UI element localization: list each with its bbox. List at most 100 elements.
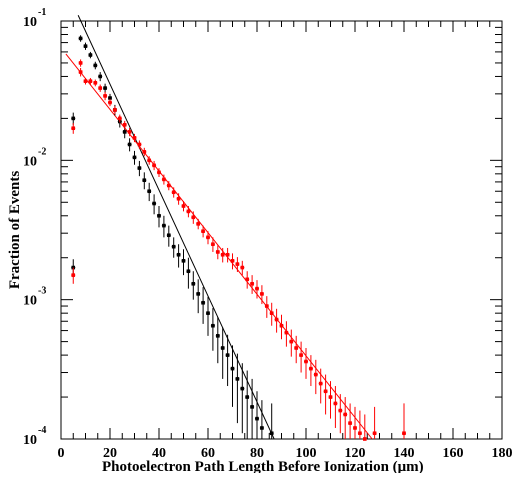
y-tick-exponent: -2 xyxy=(38,146,46,157)
data-point xyxy=(88,53,93,57)
x-tick-label: 180 xyxy=(492,446,513,461)
data-point xyxy=(265,304,269,308)
data-point xyxy=(220,346,225,350)
data-point xyxy=(186,269,191,274)
data-point xyxy=(108,100,112,105)
x-tick-label: 160 xyxy=(443,446,464,461)
data-point xyxy=(358,431,362,436)
data-point xyxy=(216,250,220,254)
x-tick-label: 100 xyxy=(296,446,317,461)
data-point xyxy=(230,366,235,371)
data-point xyxy=(113,108,117,112)
data-point xyxy=(206,235,210,240)
data-point xyxy=(152,201,156,206)
data-point xyxy=(167,183,171,188)
data-point xyxy=(230,259,235,263)
data-point xyxy=(274,317,279,322)
data-point xyxy=(225,353,230,357)
plot-frame xyxy=(60,20,503,440)
x-axis-label: Photoelectron Path Length Before Ionizat… xyxy=(102,459,424,473)
x-tick-label: 0 xyxy=(58,446,65,461)
data-point xyxy=(176,252,181,257)
data-point xyxy=(93,63,98,68)
y-tick-label: 10 xyxy=(23,294,37,309)
data-point xyxy=(103,86,107,90)
data-point xyxy=(103,94,107,98)
data-point xyxy=(348,421,352,425)
y-tick-exponent: -3 xyxy=(38,286,46,297)
data-point xyxy=(343,412,347,417)
data-point xyxy=(93,81,98,85)
x-tick-label: 120 xyxy=(345,446,366,461)
y-tick-label: 10 xyxy=(23,433,37,448)
data-point xyxy=(132,155,137,160)
data-point xyxy=(122,130,127,134)
data-point xyxy=(353,426,357,430)
data-point xyxy=(255,416,259,421)
fit-line xyxy=(65,53,373,440)
data-point xyxy=(142,178,147,183)
data-point xyxy=(71,116,76,121)
data-point xyxy=(279,323,284,328)
x-tick-label: 140 xyxy=(394,446,415,461)
data-point xyxy=(304,359,308,364)
data-point xyxy=(88,79,93,83)
fit-line xyxy=(77,15,275,440)
data-point xyxy=(260,292,264,296)
data-point xyxy=(171,190,176,195)
data-point xyxy=(328,395,333,399)
data-point xyxy=(83,44,88,48)
y-axis-label: Fraction of Events xyxy=(7,171,23,289)
data-point xyxy=(98,74,102,79)
data-point xyxy=(240,386,245,391)
data-point xyxy=(181,204,186,208)
data-point xyxy=(225,252,230,257)
data-point xyxy=(157,213,161,218)
data-point xyxy=(250,405,254,409)
data-point xyxy=(284,330,289,335)
y-tick-label: 10 xyxy=(23,15,37,30)
data-point xyxy=(142,150,147,154)
data-point xyxy=(235,262,240,266)
data-point xyxy=(127,130,132,134)
data-point xyxy=(372,431,377,436)
y-tick-exponent: -4 xyxy=(38,425,46,436)
data-point xyxy=(152,163,156,168)
data-point xyxy=(245,395,249,399)
data-point xyxy=(211,323,215,328)
x-tick-label: 60 xyxy=(201,446,215,461)
data-point xyxy=(132,136,137,140)
data-point xyxy=(147,189,151,194)
data-point xyxy=(220,252,225,257)
x-tick-label: 20 xyxy=(103,446,117,461)
data-point xyxy=(137,166,142,170)
data-point xyxy=(269,431,274,436)
data-point xyxy=(250,281,254,286)
data-point xyxy=(191,281,196,286)
data-point xyxy=(71,265,76,270)
data-point xyxy=(186,209,191,214)
data-point xyxy=(162,177,166,182)
data-point xyxy=(216,334,220,338)
data-point xyxy=(191,215,196,220)
data-point xyxy=(167,233,171,238)
data-point xyxy=(289,339,294,344)
data-point xyxy=(157,170,161,175)
data-point xyxy=(269,311,274,315)
x-tick-label: 40 xyxy=(152,446,166,461)
data-point xyxy=(71,273,76,277)
data-point xyxy=(83,79,88,83)
data-point xyxy=(78,61,83,65)
data-point xyxy=(314,372,318,377)
data-point xyxy=(122,122,127,127)
data-point xyxy=(78,36,83,41)
data-point xyxy=(255,286,259,291)
data-point xyxy=(309,366,313,371)
data-point xyxy=(333,401,338,406)
data-point xyxy=(181,259,186,263)
data-point xyxy=(108,96,112,100)
data-point xyxy=(240,265,245,270)
